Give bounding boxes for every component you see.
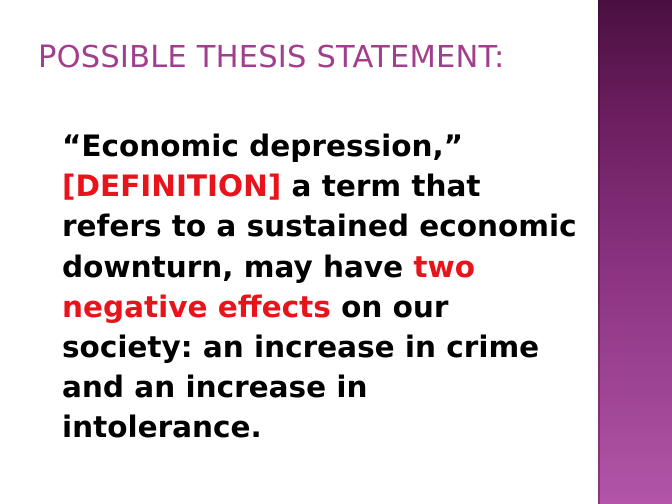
slide-title: Possible Thesis Statement: — [38, 40, 505, 75]
thesis-statement: “Economic depression,” [DEFINITION] a te… — [62, 126, 586, 448]
thesis-highlight-definition: [DEFINITION] — [62, 169, 282, 204]
thesis-text-segment: “Economic depression,” — [62, 129, 464, 163]
thesis-text-segment: a term that refers to a sustained econom… — [62, 169, 577, 284]
thesis-highlight-effects: two negative effects — [62, 249, 476, 324]
thesis-text-segment: on our society: an increase in crime and… — [62, 289, 540, 445]
decorative-side-band — [598, 0, 672, 504]
side-band-edge — [598, 0, 600, 504]
